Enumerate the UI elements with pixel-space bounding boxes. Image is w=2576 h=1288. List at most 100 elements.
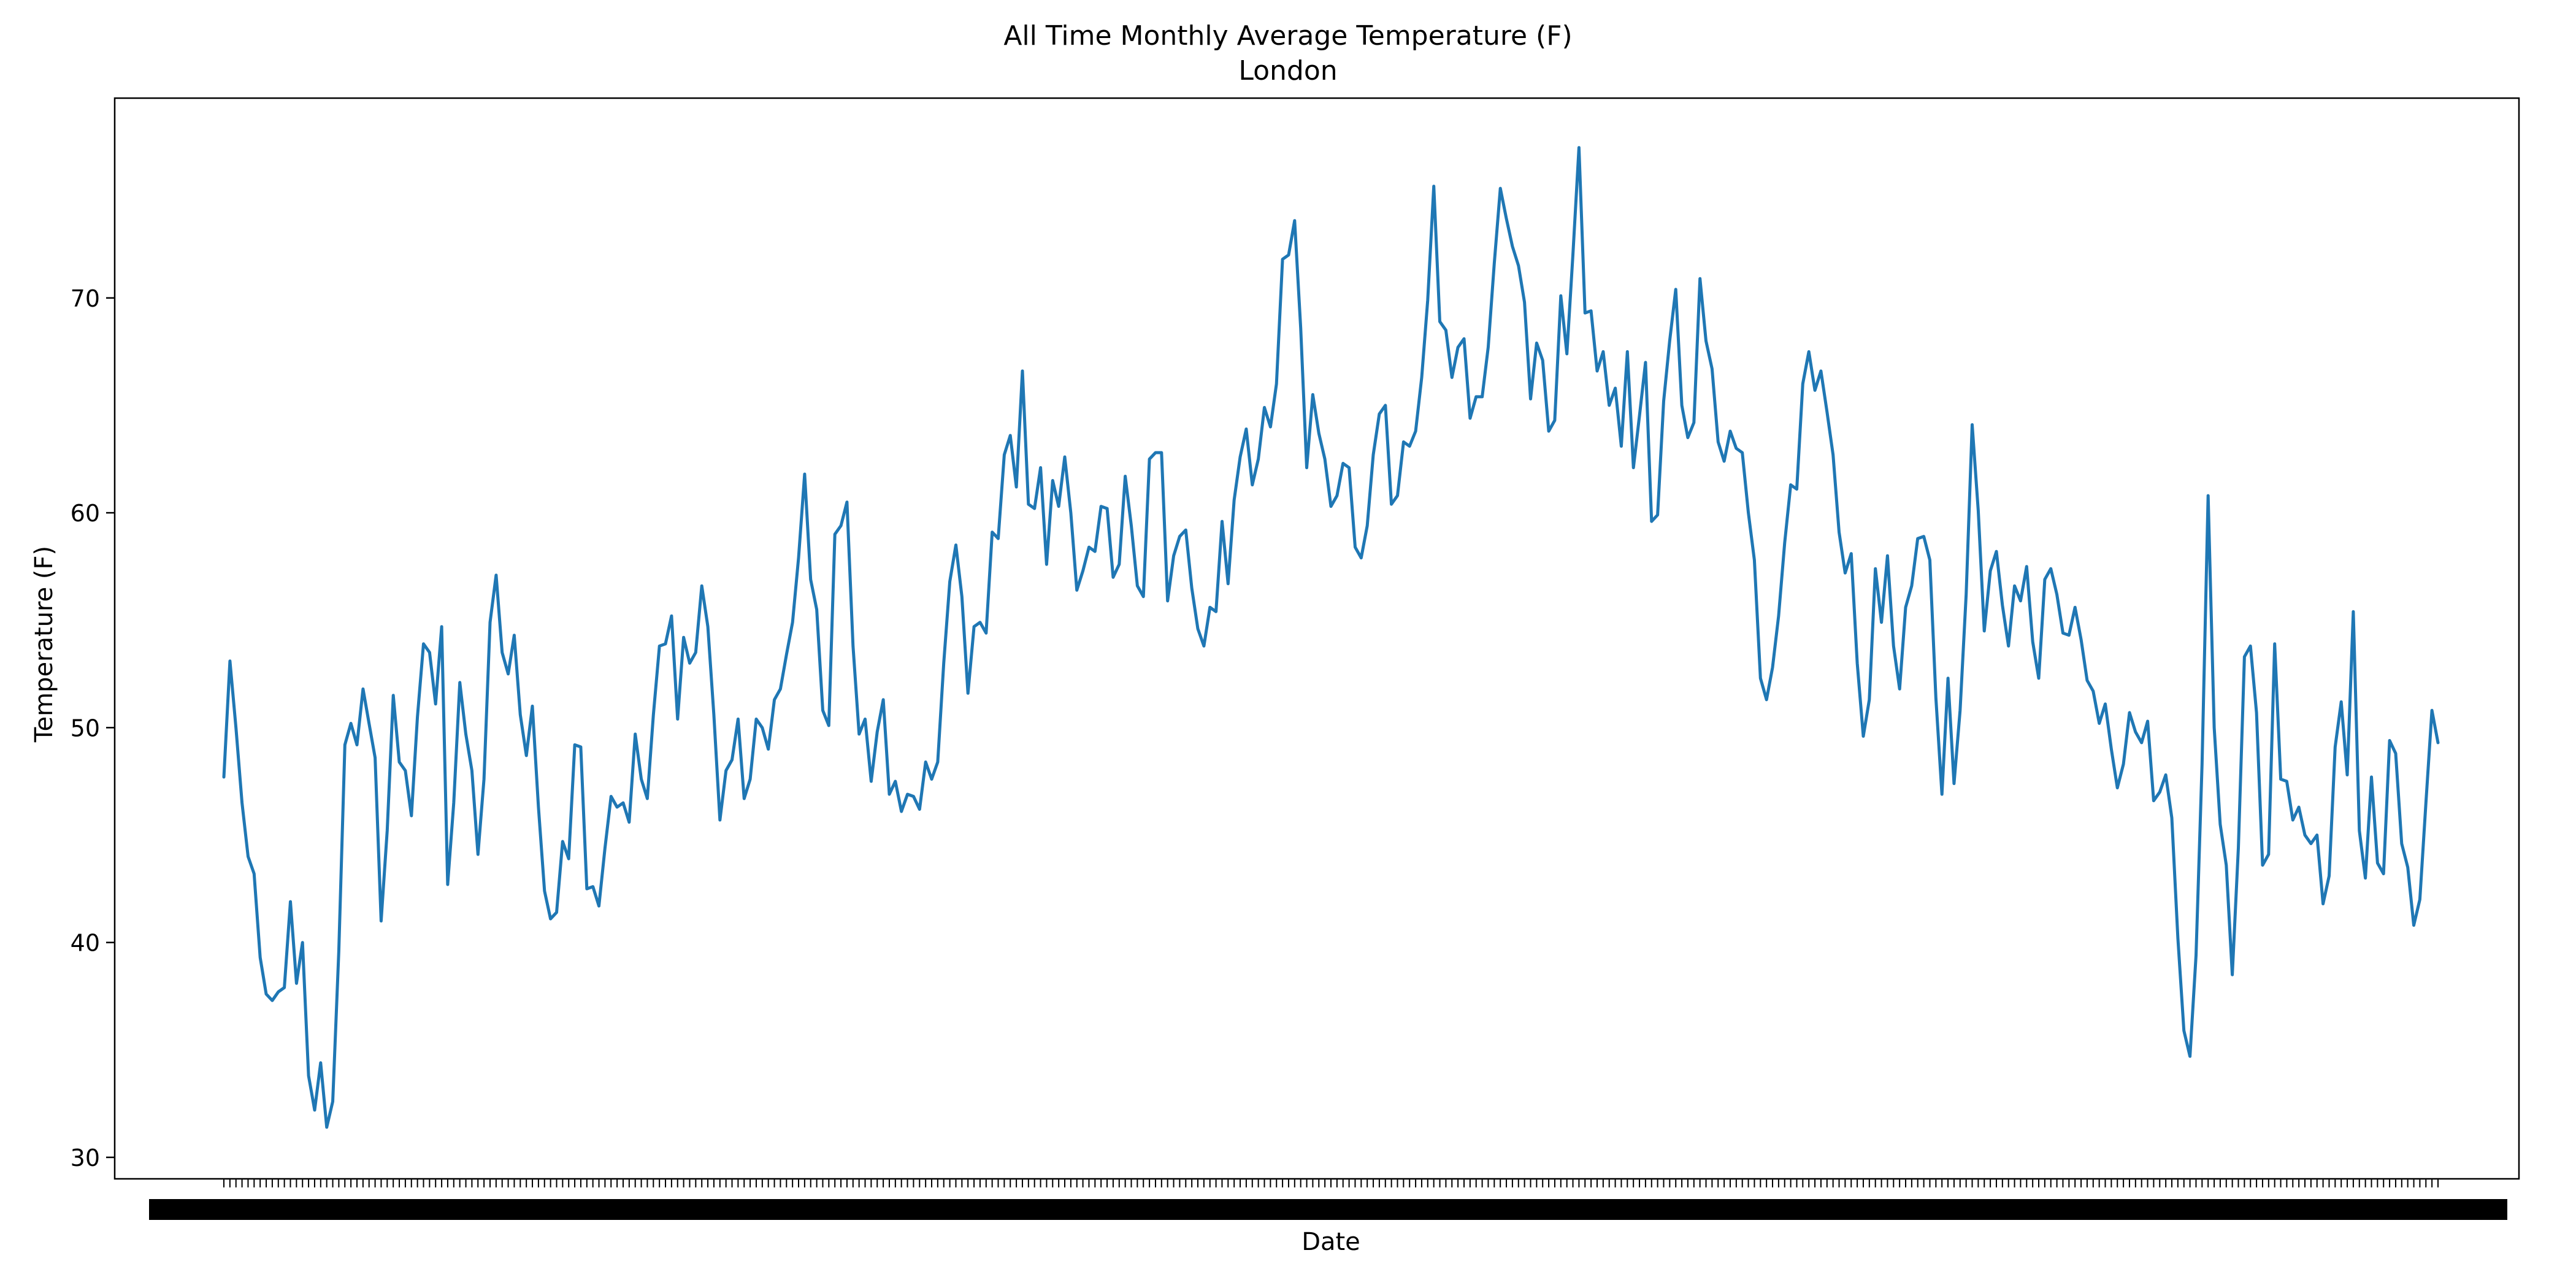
data-point <box>1631 466 1635 470</box>
data-point <box>2430 708 2434 712</box>
data-point <box>911 795 915 799</box>
data-point <box>555 911 559 914</box>
data-point <box>2109 747 2113 751</box>
data-point <box>379 919 383 923</box>
data-point <box>1898 687 1901 691</box>
data-point <box>1414 429 1417 433</box>
data-point <box>1747 511 1750 515</box>
data-point <box>531 704 534 708</box>
data-point <box>404 769 407 772</box>
data-point <box>270 999 274 1002</box>
data-point <box>1735 447 1738 450</box>
data-point <box>1305 466 1309 470</box>
data-point <box>416 715 420 719</box>
data-point <box>2339 700 2343 703</box>
data-point <box>500 651 504 654</box>
data-point <box>397 760 401 764</box>
data-point <box>1946 677 1950 680</box>
data-point <box>2152 799 2155 803</box>
data-point <box>1976 509 1980 513</box>
data-point <box>2248 644 2252 648</box>
data-point <box>754 717 758 721</box>
data-point <box>742 797 746 800</box>
data-point <box>1099 505 1103 508</box>
data-point <box>264 992 268 996</box>
data-point <box>2206 494 2210 497</box>
data-point <box>1529 397 1533 401</box>
data-point <box>1329 505 1333 508</box>
data-point <box>1154 451 1157 454</box>
data-point <box>869 780 873 783</box>
data-point <box>518 713 522 716</box>
data-point <box>991 531 994 534</box>
data-point <box>1378 412 1381 416</box>
data-point <box>1885 554 1889 558</box>
data-point <box>252 872 256 876</box>
data-point <box>2436 741 2440 745</box>
data-point <box>1523 301 1527 304</box>
y-tick-label: 40 <box>71 930 100 957</box>
data-point <box>1940 792 1944 796</box>
data-point <box>1716 440 1720 444</box>
data-point <box>1644 361 1647 364</box>
data-point <box>2091 689 2095 693</box>
data-point <box>1293 219 1297 223</box>
data-point <box>1214 610 1218 613</box>
y-axis-ticks: 30 40 50 60 70 <box>71 285 115 1171</box>
data-point <box>2170 816 2174 820</box>
data-point <box>984 631 988 635</box>
y-axis-label: Temperature (F) <box>30 545 58 743</box>
data-point <box>1638 414 1641 418</box>
data-point <box>1505 217 1508 220</box>
data-point <box>1390 502 1393 506</box>
data-point <box>1789 483 1793 487</box>
data-point <box>1656 513 1660 517</box>
data-point <box>1595 369 1599 373</box>
y-tick-label: 70 <box>71 285 100 312</box>
data-point <box>458 681 462 684</box>
data-point <box>277 990 280 994</box>
data-point <box>875 730 879 734</box>
data-point <box>1087 545 1091 549</box>
data-point <box>1160 451 1163 454</box>
data-point <box>609 795 613 799</box>
data-point <box>1148 458 1151 461</box>
data-point <box>2037 677 2041 680</box>
data-point <box>1130 524 1133 527</box>
data-point <box>1069 511 1073 515</box>
data-point <box>2061 631 2065 635</box>
data-point <box>997 537 1000 540</box>
data-point <box>864 717 867 721</box>
data-point <box>736 717 740 721</box>
data-point <box>2225 864 2228 867</box>
data-point <box>2176 937 2180 940</box>
data-point <box>361 687 365 691</box>
data-point <box>2158 791 2161 794</box>
data-point <box>1438 320 1442 323</box>
data-point <box>1807 350 1811 353</box>
data-point <box>700 584 703 588</box>
data-point <box>1486 345 1490 349</box>
data-point <box>2364 876 2367 880</box>
data-point <box>2128 711 2131 715</box>
data-point <box>1456 345 1460 349</box>
data-point <box>422 642 426 646</box>
data-point <box>857 732 861 736</box>
data-point <box>1033 507 1037 510</box>
data-point <box>567 857 570 861</box>
data-point <box>1420 375 1424 379</box>
y-tick-label: 30 <box>71 1144 100 1171</box>
data-point <box>1971 423 1974 427</box>
data-point <box>585 887 589 891</box>
data-point <box>1801 382 1804 386</box>
data-point <box>1668 339 1671 343</box>
data-point <box>821 708 825 712</box>
data-point <box>573 743 577 746</box>
data-point <box>1257 458 1260 461</box>
data-point <box>2303 834 2307 837</box>
data-point <box>761 726 764 729</box>
data-point <box>676 717 680 721</box>
data-point <box>1287 253 1290 257</box>
data-point <box>1190 586 1194 590</box>
data-point <box>1002 453 1006 457</box>
